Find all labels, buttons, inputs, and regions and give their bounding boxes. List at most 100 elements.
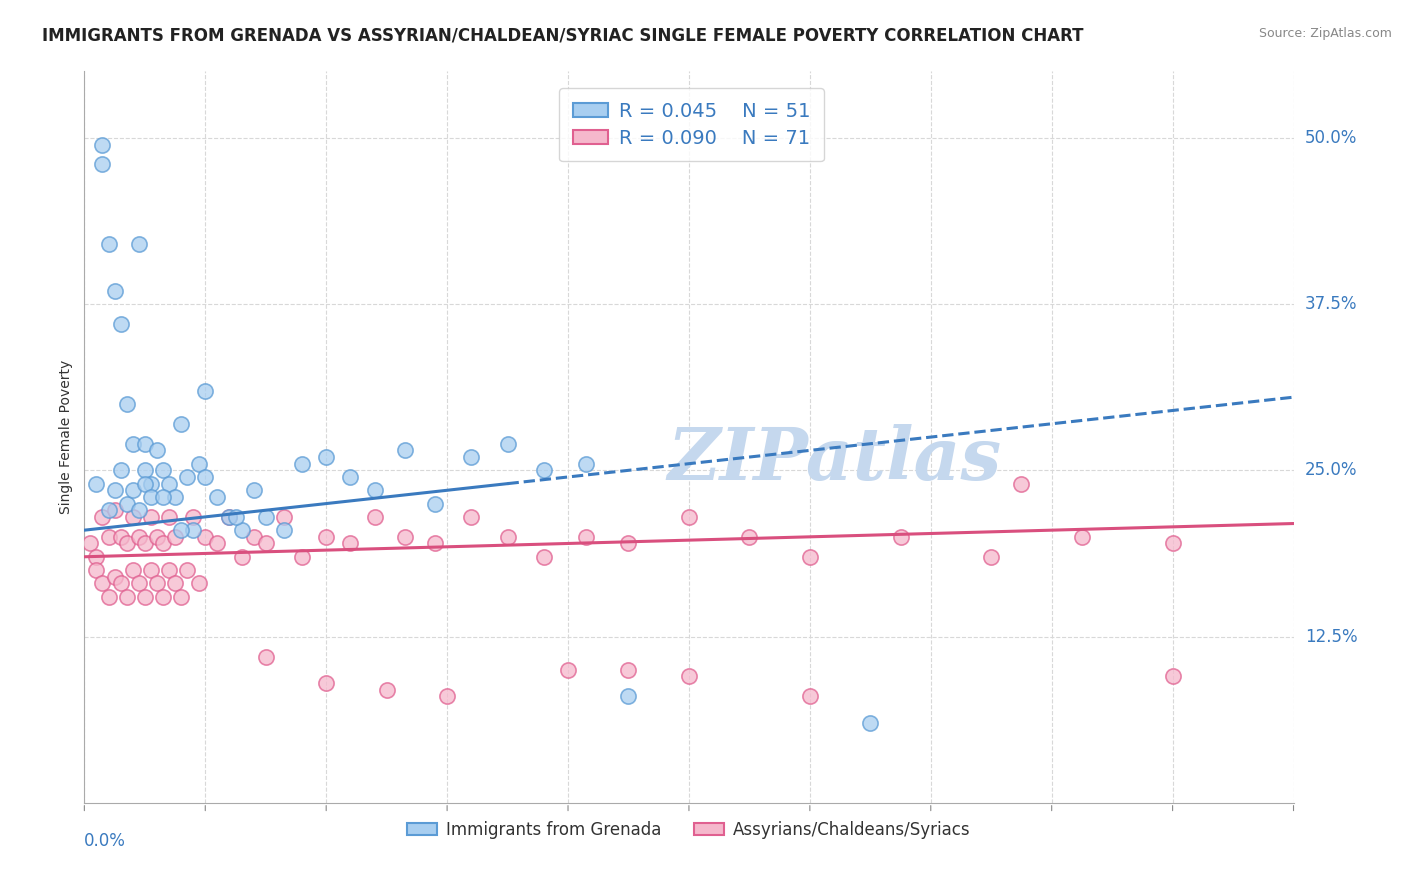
Point (1071, 530, 1094, 544)
Point (176, 470, 198, 484)
Point (97, 503, 120, 517)
Point (533, 463, 555, 477)
Point (575, 457, 598, 471)
Text: 50.0%: 50.0% (1305, 128, 1357, 147)
Point (575, 530, 598, 544)
Point (291, 457, 314, 471)
Point (115, 536, 138, 550)
Point (134, 476, 156, 491)
Point (121, 436, 143, 450)
Point (1161, 669, 1184, 683)
Text: ZIPatlas: ZIPatlas (666, 424, 1001, 494)
Point (128, 530, 150, 544)
Point (617, 663, 640, 677)
Point (1161, 536, 1184, 550)
Point (254, 649, 277, 664)
Point (242, 483, 264, 498)
Point (110, 576, 132, 591)
Point (363, 483, 385, 498)
Y-axis label: Single Female Poverty: Single Female Poverty (59, 360, 73, 514)
Point (170, 590, 193, 604)
Point (139, 476, 162, 491)
Point (291, 549, 314, 564)
Point (152, 536, 174, 550)
Point (207, 490, 229, 504)
Point (104, 570, 127, 584)
Point (91, 509, 114, 524)
Point (165, 530, 187, 544)
Point (496, 530, 519, 544)
Text: Source: ZipAtlas.com: Source: ZipAtlas.com (1258, 27, 1392, 40)
Point (890, 530, 912, 544)
Point (423, 536, 446, 550)
Point (176, 563, 198, 577)
Point (115, 497, 138, 511)
Point (128, 237, 150, 252)
Point (617, 690, 640, 704)
Text: 0.0%: 0.0% (84, 832, 127, 850)
Point (799, 549, 821, 564)
Point (134, 536, 156, 550)
Point (91, 137, 114, 152)
Point (146, 576, 169, 591)
Point (181, 523, 204, 537)
Point (533, 549, 555, 564)
Point (225, 509, 247, 524)
Point (97, 590, 120, 604)
Point (128, 576, 150, 591)
Point (557, 663, 579, 677)
Point (91, 157, 114, 171)
Point (152, 463, 174, 477)
Point (170, 417, 193, 431)
Point (339, 536, 361, 550)
Point (194, 530, 217, 544)
Point (799, 690, 821, 704)
Point (79, 536, 101, 550)
Point (134, 590, 156, 604)
Point (194, 384, 217, 398)
Point (218, 509, 240, 524)
Point (91, 576, 114, 591)
Text: 12.5%: 12.5% (1305, 628, 1357, 646)
Point (157, 509, 180, 524)
Point (104, 503, 127, 517)
Point (121, 563, 143, 577)
Point (315, 530, 337, 544)
Point (110, 317, 132, 331)
Point (146, 443, 169, 458)
Point (678, 509, 700, 524)
Text: IMMIGRANTS FROM GRENADA VS ASSYRIAN/CHALDEAN/SYRIAC SINGLE FEMALE POVERTY CORREL: IMMIGRANTS FROM GRENADA VS ASSYRIAN/CHAL… (42, 27, 1084, 45)
Point (678, 669, 700, 683)
Point (104, 483, 127, 498)
Point (157, 476, 180, 491)
Point (423, 497, 446, 511)
Point (188, 576, 211, 591)
Text: 37.5%: 37.5% (1305, 295, 1357, 313)
Text: 25.0%: 25.0% (1305, 461, 1357, 479)
Point (273, 523, 295, 537)
Point (86, 563, 108, 577)
Point (231, 549, 253, 564)
Point (139, 563, 162, 577)
Point (157, 563, 180, 577)
Point (254, 536, 277, 550)
Point (231, 523, 253, 537)
Point (339, 470, 361, 484)
Point (121, 483, 143, 498)
Point (394, 443, 416, 458)
Point (121, 509, 143, 524)
Point (86, 549, 108, 564)
Point (165, 490, 187, 504)
Point (363, 509, 385, 524)
Point (86, 476, 108, 491)
Point (460, 509, 482, 524)
Point (207, 536, 229, 550)
Point (139, 490, 162, 504)
Point (104, 284, 127, 298)
Point (146, 530, 169, 544)
Point (188, 457, 211, 471)
Point (152, 590, 174, 604)
Point (980, 549, 1002, 564)
Point (110, 530, 132, 544)
Point (460, 450, 482, 464)
